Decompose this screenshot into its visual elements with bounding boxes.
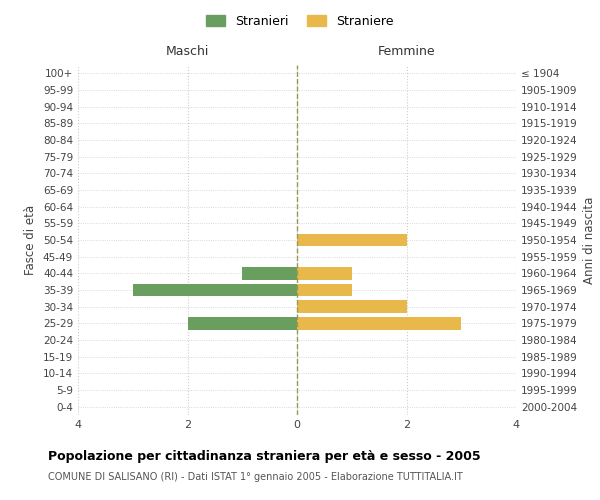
Text: Popolazione per cittadinanza straniera per età e sesso - 2005: Popolazione per cittadinanza straniera p… [48,450,481,463]
Bar [297,300,407,313]
Bar [297,317,461,330]
Bar [187,317,297,330]
Y-axis label: Fasce di età: Fasce di età [25,205,37,275]
Text: Maschi: Maschi [166,46,209,59]
Bar [297,284,352,296]
Y-axis label: Anni di nascita: Anni di nascita [583,196,596,284]
Bar [133,284,297,296]
Bar [297,267,352,280]
Bar [242,267,297,280]
Bar [297,234,407,246]
Legend: Stranieri, Straniere: Stranieri, Straniere [203,11,397,32]
Text: COMUNE DI SALISANO (RI) - Dati ISTAT 1° gennaio 2005 - Elaborazione TUTTITALIA.I: COMUNE DI SALISANO (RI) - Dati ISTAT 1° … [48,472,463,482]
Text: Femmine: Femmine [377,46,436,59]
